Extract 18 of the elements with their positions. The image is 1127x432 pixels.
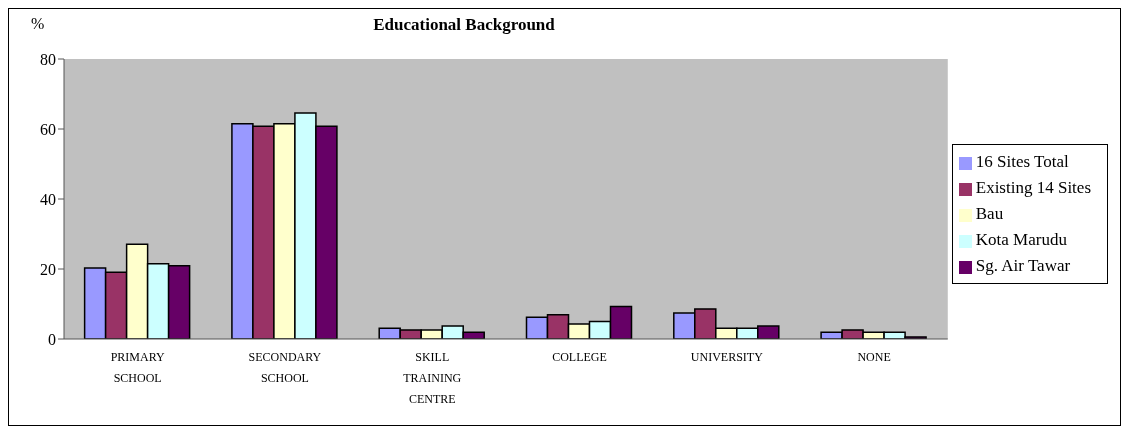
x-tick-label: SKILL TRAINING CENTRE [403, 350, 462, 406]
x-tick-label: COLLEGE [552, 350, 607, 364]
legend-label: Sg. Air Tawar [975, 256, 1071, 275]
legend-label: Bau [975, 204, 1004, 223]
y-tick-label: 60 [40, 120, 56, 138]
y-tick-label: 80 [40, 50, 56, 68]
legend-label: Existing 14 Sites [975, 178, 1091, 197]
x-tick-label: UNIVERSITY [690, 350, 764, 364]
y-tick-label: 20 [40, 260, 56, 278]
y-tick-label: 40 [40, 190, 56, 208]
chart-title: Educational Background [373, 15, 555, 34]
legend-label: Kota Marudu [975, 230, 1067, 249]
x-tick-label: PRIMARY SCHOOL [110, 350, 165, 385]
x-tick-label: NONE [857, 350, 891, 364]
y-axis-title: % [31, 15, 45, 33]
y-tick-label: 0 [48, 330, 56, 348]
legend-label: 16 Sites Total [975, 152, 1069, 171]
x-tick-label: SECONDARY SCHOOL [248, 350, 322, 385]
